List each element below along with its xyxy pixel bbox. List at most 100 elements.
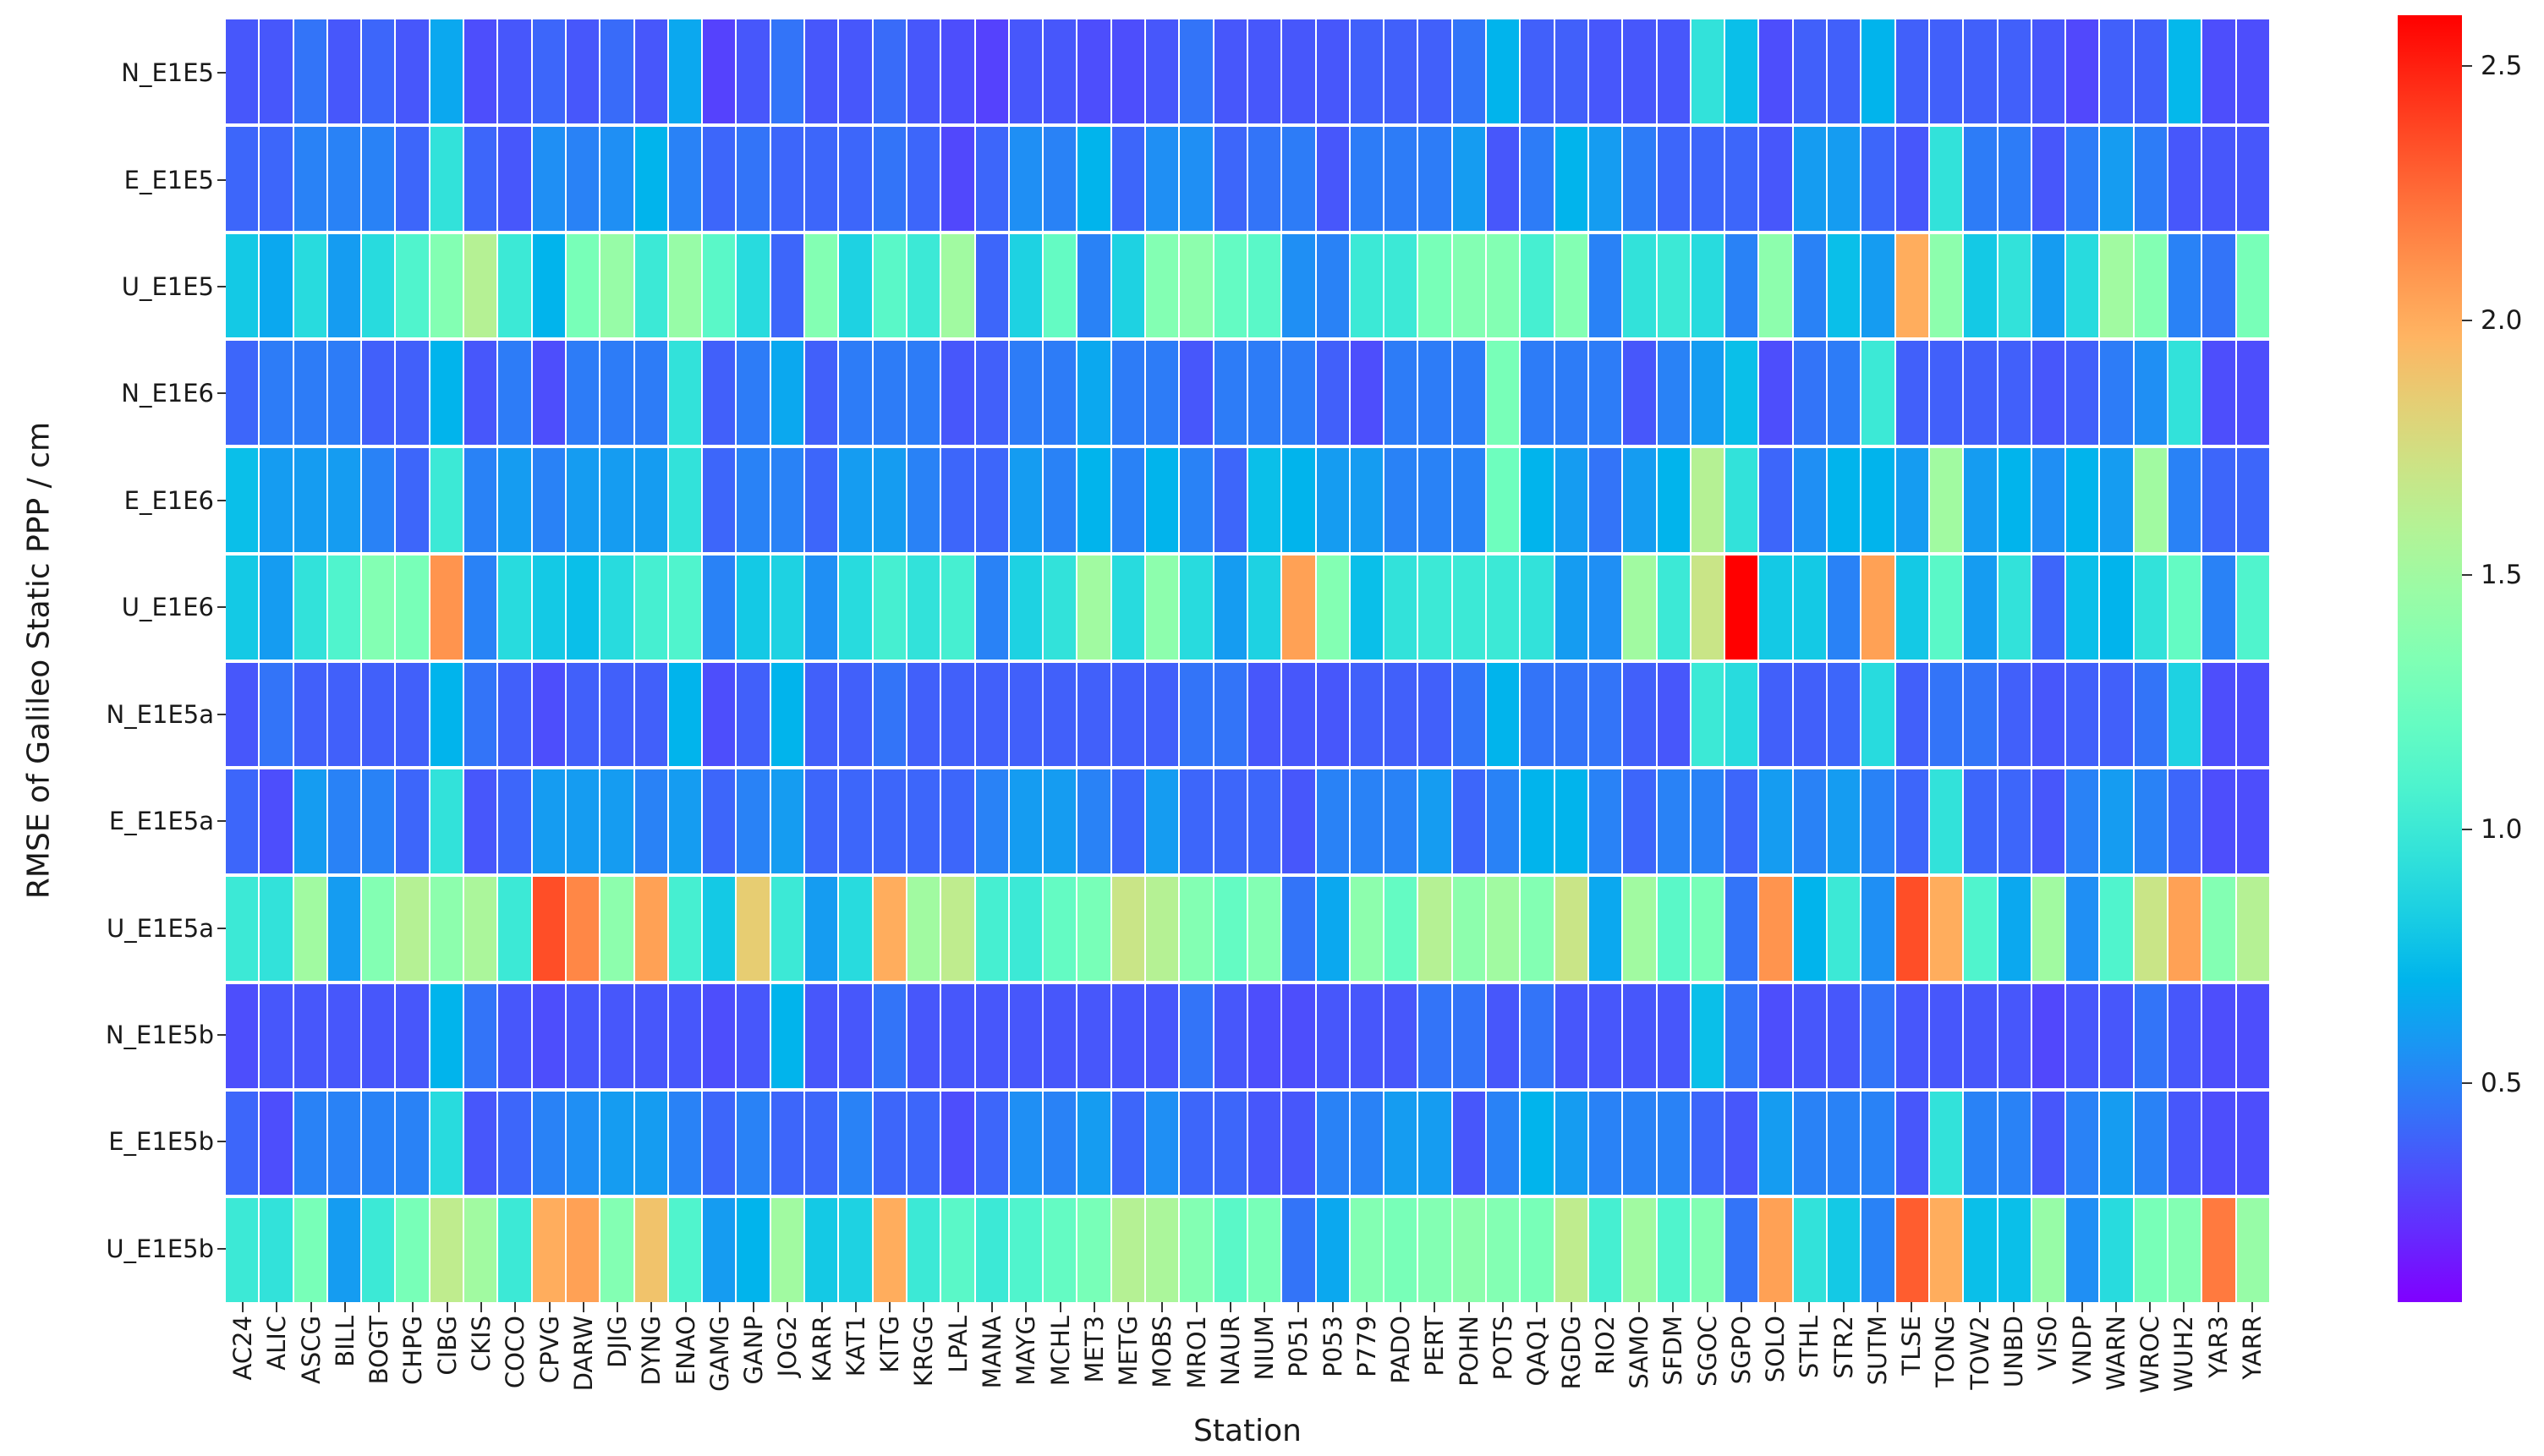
heatmap-cell (1691, 126, 1724, 231)
heatmap-cell (226, 662, 259, 767)
heatmap-cell (1247, 19, 1281, 123)
heatmap-cell (737, 877, 770, 981)
heatmap-cell (1725, 233, 1758, 338)
x-tick-mark (582, 1302, 584, 1312)
heatmap-cell (327, 19, 361, 123)
heatmap-cell (1759, 233, 1792, 338)
heatmap-cell (2202, 1198, 2235, 1302)
heatmap-cell (1077, 19, 1110, 123)
heatmap-cell (2134, 877, 2168, 981)
heatmap-cell (1657, 126, 1690, 231)
heatmap-cell (703, 341, 736, 445)
heatmap-cell (293, 555, 326, 660)
heatmap-cell (2100, 19, 2133, 123)
x-tick-mark (820, 1302, 823, 1312)
heatmap-cell (600, 126, 633, 231)
heatmap-cell (1077, 662, 1110, 767)
y-tick-mark (217, 392, 226, 395)
heatmap-cell (1964, 662, 1997, 767)
heatmap-cell (2236, 233, 2269, 338)
heatmap-cell (1384, 448, 1417, 552)
heatmap-cell (1009, 769, 1043, 873)
heatmap-cell (1998, 662, 2031, 767)
x-tick-mark (2149, 1302, 2152, 1312)
heatmap-cell (1691, 769, 1724, 873)
heatmap-cell (1487, 983, 1520, 1088)
heatmap-cell (362, 1091, 395, 1196)
heatmap-cell (907, 555, 940, 660)
heatmap-cell (1828, 233, 1861, 338)
heatmap-cell (2066, 877, 2099, 981)
heatmap-cell (498, 555, 531, 660)
heatmap-cell (396, 983, 429, 1088)
x-tick-mark (2114, 1302, 2117, 1312)
heatmap-cell (941, 448, 974, 552)
heatmap-cell (600, 19, 633, 123)
heatmap-cell (1487, 555, 1520, 660)
heatmap-cell (907, 448, 940, 552)
x-tick-mark (412, 1302, 414, 1312)
x-tick-mark (1229, 1302, 1231, 1312)
heatmap-cell (2100, 983, 2133, 1088)
heatmap-cell (907, 1198, 940, 1302)
heatmap-cell (1214, 233, 1247, 338)
heatmap-cell (805, 877, 838, 981)
heatmap-cell (1180, 983, 1213, 1088)
heatmap-cell (737, 19, 770, 123)
heatmap-cell (1009, 1198, 1043, 1302)
x-tick-label: QAQ1 (1522, 1316, 1552, 1387)
heatmap-cell (396, 877, 429, 981)
x-tick-mark (446, 1302, 448, 1312)
heatmap-cell (1793, 126, 1827, 231)
heatmap-cell (1623, 341, 1656, 445)
heatmap-cell (1554, 341, 1587, 445)
heatmap-cell (1452, 662, 1486, 767)
heatmap-cell (1487, 1091, 1520, 1196)
heatmap-cell (1623, 19, 1656, 123)
heatmap-cell (1487, 126, 1520, 231)
x-tick-mark (1059, 1302, 1061, 1312)
heatmap-cell (1964, 233, 1997, 338)
heatmap-cell (1588, 126, 1622, 231)
heatmap-cell (1623, 662, 1656, 767)
heatmap-cell (1895, 662, 1928, 767)
heatmap-cell (566, 877, 600, 981)
heatmap-cell (260, 877, 293, 981)
heatmap-cell (2031, 448, 2065, 552)
heatmap-cell (1964, 877, 1997, 981)
x-tick-mark (480, 1302, 482, 1312)
heatmap-cell (396, 769, 429, 873)
colorbar-tick-label: 2.0 (2481, 304, 2523, 336)
x-tick-label: MOBS (1148, 1316, 1177, 1388)
heatmap-cell (770, 769, 804, 873)
heatmap-cell (941, 341, 974, 445)
x-tick-mark (1502, 1302, 1504, 1312)
heatmap-cell (1247, 1198, 1281, 1302)
heatmap-cell (805, 341, 838, 445)
heatmap-cell (1998, 1198, 2031, 1302)
heatmap-cell (839, 555, 872, 660)
heatmap-cell (1487, 448, 1520, 552)
y-tick-label: U_E1E5a (106, 913, 214, 943)
heatmap-cell (770, 662, 804, 767)
heatmap-cell (1828, 448, 1861, 552)
heatmap-cell (1725, 1198, 1758, 1302)
heatmap-cell (1146, 448, 1179, 552)
heatmap-cell (1657, 341, 1690, 445)
x-tick-label: LPAL (943, 1316, 973, 1373)
heatmap-cell (1998, 769, 2031, 873)
heatmap-cell (703, 19, 736, 123)
heatmap-cell (327, 769, 361, 873)
heatmap-cell (770, 983, 804, 1088)
y-tick-mark (217, 713, 226, 715)
x-tick-mark (1365, 1302, 1368, 1312)
heatmap-cell (907, 1091, 940, 1196)
heatmap-cell (975, 1198, 1008, 1302)
heatmap-cell (566, 1091, 600, 1196)
heatmap-cell (975, 1091, 1008, 1196)
x-tick-mark (1774, 1302, 1777, 1312)
heatmap-cell (1350, 126, 1384, 231)
heatmap-cell (668, 983, 702, 1088)
y-tick-label: U_E1E5b (106, 1234, 214, 1263)
heatmap-cell (1861, 233, 1894, 338)
